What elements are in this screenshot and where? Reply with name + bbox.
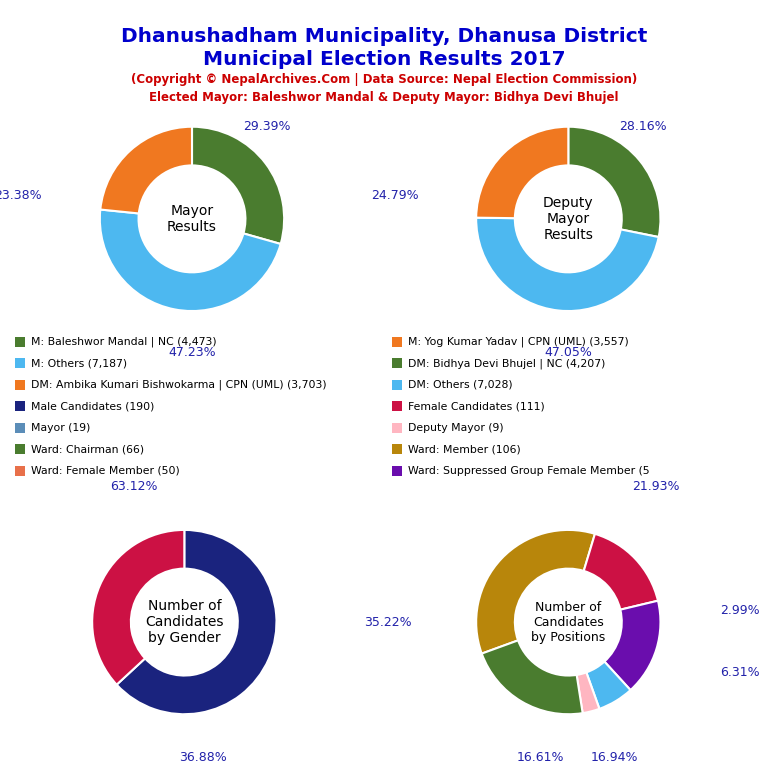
Text: M: Baleshwor Mandal | NC (4,473): M: Baleshwor Mandal | NC (4,473)	[31, 336, 217, 347]
Text: Ward: Chairman (66): Ward: Chairman (66)	[31, 444, 144, 455]
Text: Number of
Candidates
by Positions: Number of Candidates by Positions	[531, 601, 605, 644]
Text: M: Yog Kumar Yadav | CPN (UML) (3,557): M: Yog Kumar Yadav | CPN (UML) (3,557)	[408, 336, 628, 347]
Text: Female Candidates (111): Female Candidates (111)	[408, 401, 545, 412]
Wedge shape	[92, 530, 184, 684]
Text: 29.39%: 29.39%	[243, 121, 290, 133]
Text: Mayor (19): Mayor (19)	[31, 422, 91, 433]
Text: Male Candidates (190): Male Candidates (190)	[31, 401, 155, 412]
Wedge shape	[584, 534, 658, 610]
Text: Number of
Candidates
by Gender: Number of Candidates by Gender	[145, 599, 223, 645]
Wedge shape	[577, 673, 599, 713]
Text: Ward: Member (106): Ward: Member (106)	[408, 444, 521, 455]
Text: DM: Others (7,028): DM: Others (7,028)	[408, 379, 512, 390]
Wedge shape	[604, 601, 660, 690]
Text: 63.12%: 63.12%	[110, 480, 157, 493]
Text: Mayor
Results: Mayor Results	[167, 204, 217, 234]
Wedge shape	[568, 127, 660, 237]
Wedge shape	[101, 127, 192, 214]
Text: 47.23%: 47.23%	[168, 346, 216, 359]
Text: Ward: Female Member (50): Ward: Female Member (50)	[31, 465, 180, 476]
Wedge shape	[476, 127, 568, 218]
Text: 47.05%: 47.05%	[545, 346, 592, 359]
Wedge shape	[100, 210, 280, 311]
Text: DM: Bidhya Devi Bhujel | NC (4,207): DM: Bidhya Devi Bhujel | NC (4,207)	[408, 358, 605, 369]
Wedge shape	[476, 217, 659, 311]
Text: Elected Mayor: Baleshwor Mandal & Deputy Mayor: Bidhya Devi Bhujel: Elected Mayor: Baleshwor Mandal & Deputy…	[149, 91, 619, 104]
Text: DM: Ambika Kumari Bishwokarma | CPN (UML) (3,703): DM: Ambika Kumari Bishwokarma | CPN (UML…	[31, 379, 327, 390]
Text: 21.93%: 21.93%	[632, 480, 680, 493]
Text: 16.61%: 16.61%	[517, 751, 564, 764]
Wedge shape	[476, 530, 595, 654]
Text: Municipal Election Results 2017: Municipal Election Results 2017	[203, 50, 565, 69]
Text: Deputy
Mayor
Results: Deputy Mayor Results	[543, 196, 594, 242]
Text: 35.22%: 35.22%	[364, 616, 412, 628]
Text: 23.38%: 23.38%	[0, 190, 42, 202]
Text: 6.31%: 6.31%	[720, 667, 760, 679]
Text: 28.16%: 28.16%	[619, 121, 667, 133]
Wedge shape	[117, 530, 276, 714]
Text: Deputy Mayor (9): Deputy Mayor (9)	[408, 422, 504, 433]
Wedge shape	[586, 661, 631, 709]
Text: Dhanushadham Municipality, Dhanusa District: Dhanushadham Municipality, Dhanusa Distr…	[121, 27, 647, 46]
Text: 2.99%: 2.99%	[720, 604, 760, 617]
Text: M: Others (7,187): M: Others (7,187)	[31, 358, 127, 369]
Text: 36.88%: 36.88%	[179, 751, 227, 764]
Wedge shape	[192, 127, 284, 244]
Text: Ward: Suppressed Group Female Member (5: Ward: Suppressed Group Female Member (5	[408, 465, 650, 476]
Text: 24.79%: 24.79%	[371, 190, 419, 202]
Text: 16.94%: 16.94%	[591, 751, 638, 764]
Wedge shape	[482, 641, 583, 714]
Text: (Copyright © NepalArchives.Com | Data Source: Nepal Election Commission): (Copyright © NepalArchives.Com | Data So…	[131, 73, 637, 86]
